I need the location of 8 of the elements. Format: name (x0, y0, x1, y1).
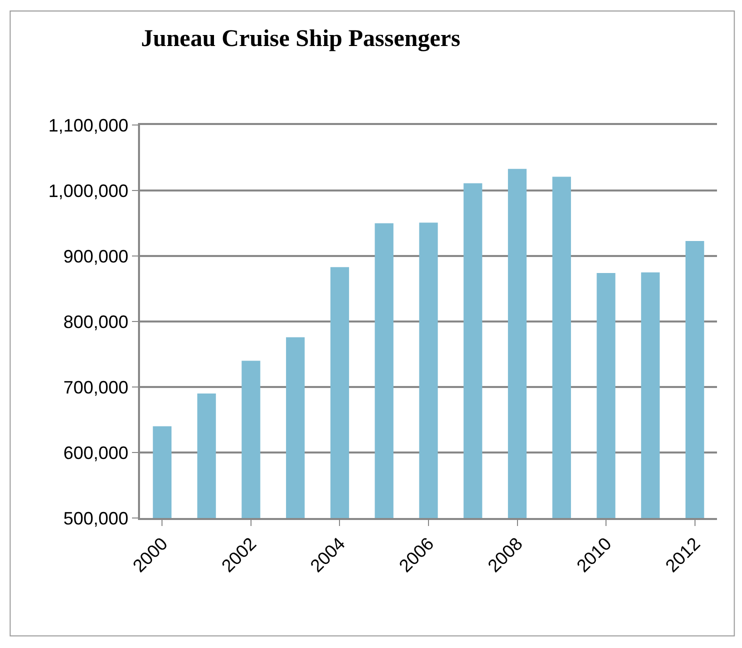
y-tick-label: 900,000 (63, 246, 128, 266)
chart-title: Juneau Cruise Ship Passengers (140, 26, 460, 52)
y-tick-label: 600,000 (63, 442, 128, 463)
y-tick-label: 1,000,000 (48, 180, 128, 201)
y-tick-label: 800,000 (63, 312, 128, 332)
y-tick-label: 500,000 (63, 508, 128, 528)
y-tick-label: 1,100,000 (48, 115, 128, 136)
y-tick-label: 700,000 (63, 377, 128, 398)
